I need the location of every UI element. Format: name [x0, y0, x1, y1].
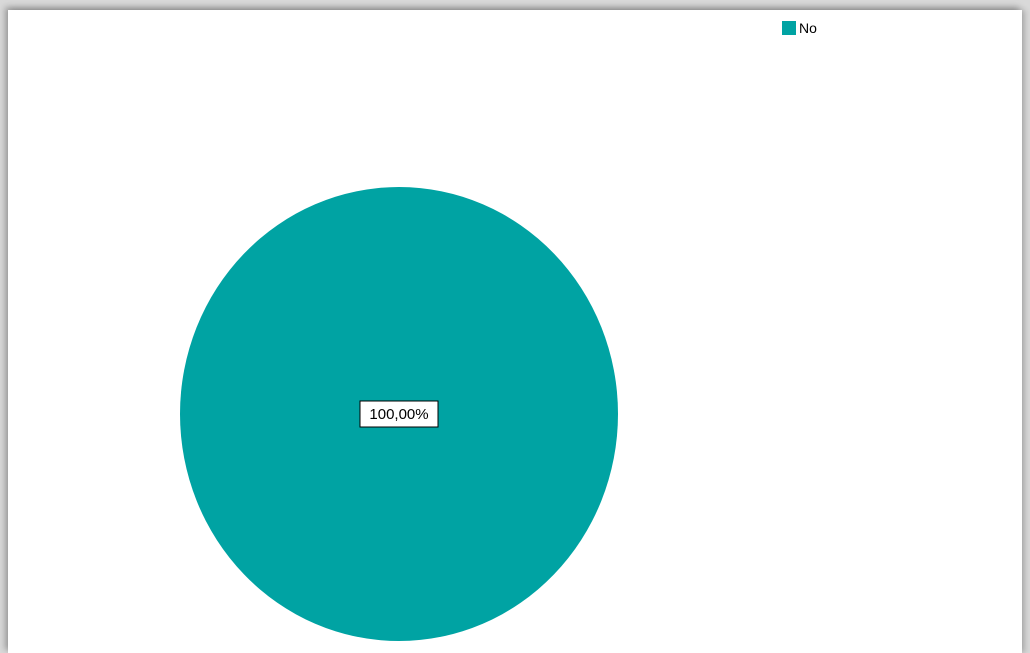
- pie-data-label: 100,00%: [359, 400, 439, 428]
- chart-frame: No 100,00%: [8, 10, 1022, 653]
- legend-label-no: No: [799, 20, 817, 36]
- pie-data-label-box: [359, 400, 439, 428]
- legend-swatch-no: [782, 21, 796, 35]
- pie-data-label-text: 100,00%: [369, 406, 428, 423]
- chart-legend: No: [782, 20, 817, 36]
- pie-chart: 100,00%: [180, 187, 618, 641]
